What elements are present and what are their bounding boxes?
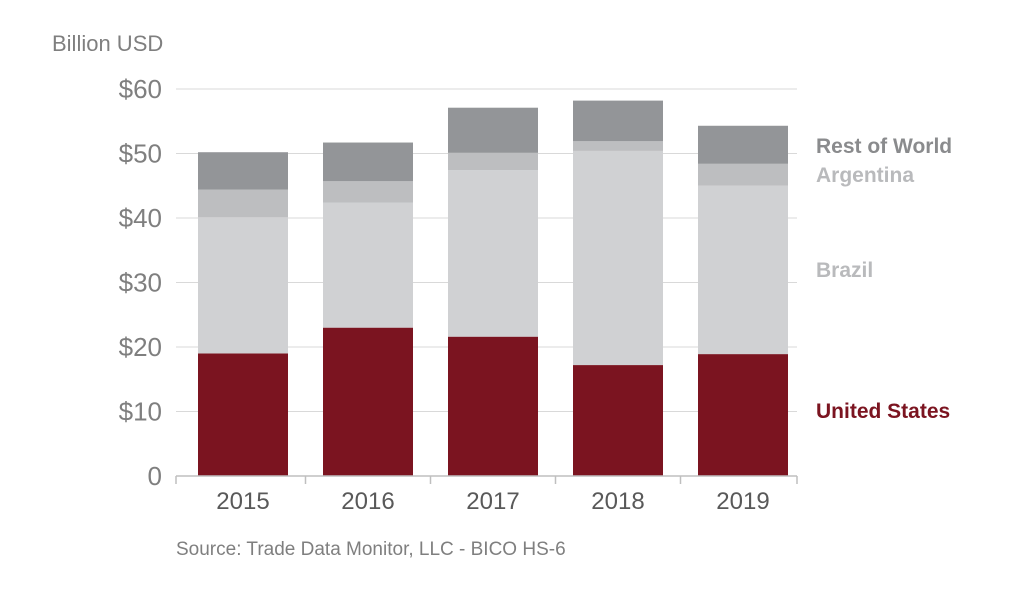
bar-segment (448, 170, 538, 337)
x-tick-label: 2019 (716, 488, 769, 515)
bar-segment (698, 185, 788, 355)
y-tick-label: $60 (119, 74, 162, 104)
x-tick-label: 2015 (216, 488, 269, 515)
bar-segment (323, 142, 413, 182)
bar-segment (448, 152, 538, 171)
bar-segment (448, 107, 538, 153)
bar-segment (573, 150, 663, 366)
bar-segment (323, 181, 413, 203)
y-unit-label: Billion USD (52, 31, 163, 56)
legend-item: Rest of World (816, 135, 952, 158)
source-note: Source: Trade Data Monitor, LLC - BICO H… (176, 539, 566, 560)
y-tick-label: $20 (119, 332, 162, 362)
bar-segment (323, 202, 413, 328)
bar-segment (573, 141, 663, 151)
bar-segment (573, 365, 663, 476)
bar-segment (198, 353, 288, 476)
bar-segment (698, 125, 788, 164)
bar-segment (698, 163, 788, 186)
legend-item: Brazil (816, 259, 873, 282)
bar-segment (198, 189, 288, 218)
y-axis-ticks: 0 $10 $20 $30 $40 $50 $60 (119, 74, 162, 491)
bar-segment (573, 100, 663, 142)
y-tick-label: $50 (119, 139, 162, 169)
legend: United States Brazil Argentina Rest of Worl… (816, 135, 952, 423)
bar-segment (448, 336, 538, 476)
x-tick-label: 2018 (591, 488, 644, 515)
y-tick-label: $40 (119, 203, 162, 233)
y-tick-label: $10 (119, 397, 162, 427)
bar-segment (198, 217, 288, 354)
y-tick-label: 0 (148, 461, 162, 491)
bar-segment (698, 354, 788, 476)
legend-item: Argentina (816, 164, 914, 187)
bars (198, 100, 788, 476)
legend-item: United States (816, 400, 950, 423)
bar-segment (323, 327, 413, 476)
bar-segment (198, 152, 288, 190)
x-axis-labels: 2015 2016 2017 2018 2019 (216, 488, 769, 515)
x-axis (175, 475, 798, 484)
x-tick-label: 2017 (466, 488, 519, 515)
y-tick-label: $30 (119, 268, 162, 298)
x-tick-label: 2016 (341, 488, 394, 515)
